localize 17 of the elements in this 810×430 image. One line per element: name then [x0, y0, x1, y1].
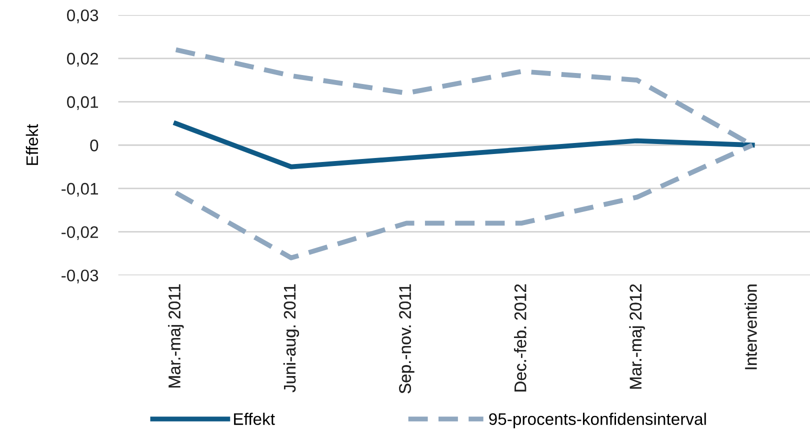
y-tick-label: 0,03	[67, 9, 98, 24]
x-tick-label: Juni-aug. 2011	[283, 284, 299, 392]
legend-label: 95-procents-konfidensinterval	[489, 412, 706, 428]
y-tick-label: -0,02	[62, 226, 98, 240]
line-series	[173, 121, 755, 170]
x-tick-label: Mar.-maj 2012	[629, 284, 645, 389]
x-tick-label: Sep.-nov. 2011	[399, 284, 414, 394]
y-tick-label: -0,01	[62, 182, 98, 197]
x-tick-label: Intervention	[744, 284, 757, 370]
x-tick-label: Mar.-maj 2011	[168, 284, 184, 388]
y-tick-label: 0	[90, 140, 98, 152]
x-tick-label: Dec.-feb. 2012	[514, 284, 526, 392]
y-tick-label: 0,01	[67, 96, 98, 110]
legend-label: Effekt	[234, 412, 275, 425]
y-tick-label: -0,03	[62, 270, 98, 284]
y-tick-label: 0,02	[67, 52, 98, 67]
y-axis-title: Effekt	[26, 124, 38, 165]
